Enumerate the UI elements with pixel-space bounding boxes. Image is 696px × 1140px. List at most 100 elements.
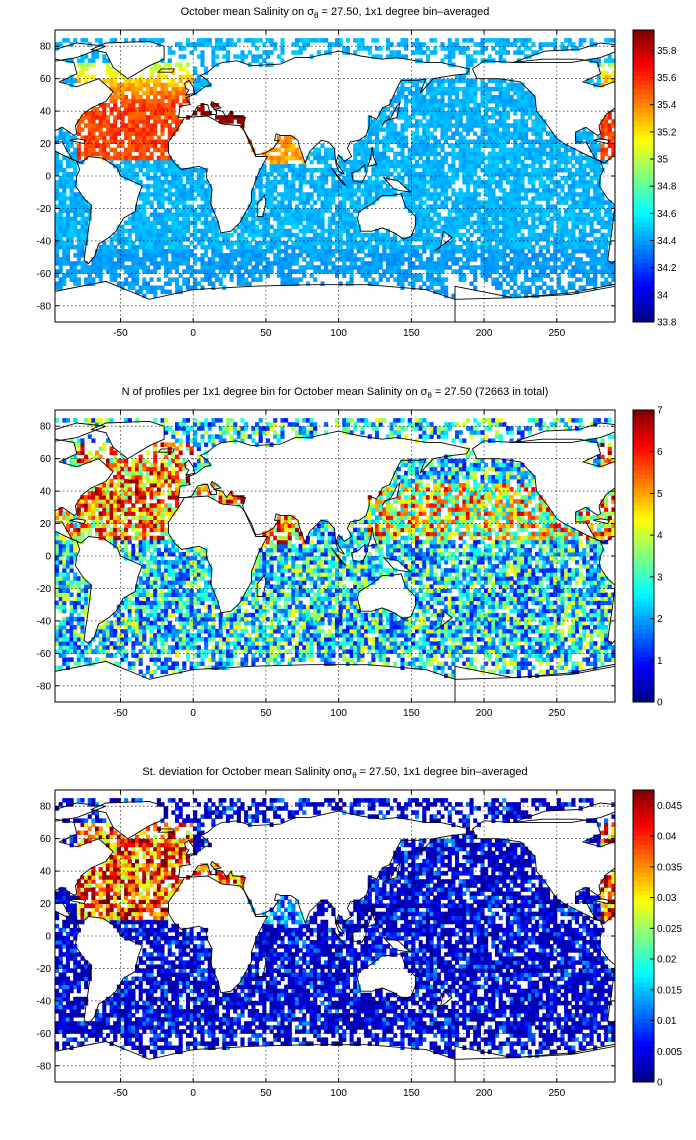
data-cell [385, 143, 390, 149]
data-cell [480, 180, 485, 185]
data-cell [324, 240, 329, 246]
data-cell [487, 196, 492, 201]
data-cell [433, 135, 438, 140]
data-cell [113, 147, 118, 153]
data-cell [222, 253, 227, 258]
data-cell [498, 281, 503, 286]
data-cell [287, 236, 292, 242]
data-cell [375, 135, 380, 140]
data-cell [109, 111, 114, 116]
data-cell [73, 261, 78, 266]
data-cell [251, 249, 256, 254]
data-cell [182, 46, 187, 51]
data-cell [502, 196, 507, 201]
data-cell [324, 167, 329, 173]
data-cell [342, 265, 347, 270]
data-cell [142, 232, 147, 238]
data-cell [516, 131, 521, 136]
data-cell [138, 103, 143, 108]
data-cell [156, 228, 161, 234]
data-cell [498, 98, 503, 104]
data-cell [349, 265, 354, 270]
data-cell [487, 90, 492, 96]
data-cell [604, 151, 609, 157]
data-cell [378, 265, 383, 270]
data-cell [316, 240, 321, 246]
data-cell [505, 192, 510, 197]
data-cell [84, 232, 89, 238]
data-cell [156, 232, 161, 238]
data-cell [425, 220, 430, 226]
data-cell [207, 42, 212, 47]
data-cell [564, 176, 569, 181]
data-cell [207, 236, 212, 242]
data-cell [327, 261, 332, 266]
data-cell [109, 236, 114, 242]
data-cell [407, 281, 412, 286]
data-cell [76, 236, 81, 242]
data-cell [145, 103, 150, 108]
data-cell [567, 196, 572, 201]
data-cell [251, 253, 256, 258]
data-cell [560, 265, 565, 270]
data-cell [407, 171, 412, 177]
data-cell [80, 204, 85, 209]
data-cell [367, 192, 372, 197]
data-cell [204, 224, 209, 230]
data-cell [469, 167, 474, 173]
data-cell [175, 240, 180, 246]
data-cell [589, 196, 594, 201]
data-cell [560, 151, 565, 157]
data-cell [571, 240, 576, 246]
data-cell [156, 216, 161, 222]
data-cell [509, 249, 514, 254]
data-cell [84, 139, 89, 145]
data-cell [131, 171, 136, 177]
data-cell [229, 244, 234, 250]
data-cell [495, 143, 500, 149]
data-cell [185, 42, 190, 47]
data-cell [167, 277, 172, 282]
data-cell [375, 180, 380, 185]
data-cell [276, 236, 281, 242]
data-cell [542, 236, 547, 242]
data-cell [465, 54, 470, 59]
data-cell [251, 216, 256, 222]
data-cell [84, 269, 89, 274]
data-cell [567, 261, 572, 266]
data-cell [498, 176, 503, 181]
data-cell [342, 253, 347, 258]
data-cell [367, 244, 372, 250]
data-cell [175, 42, 180, 47]
data-cell [247, 257, 252, 262]
data-cell [462, 216, 467, 222]
data-cell [153, 107, 158, 112]
data-cell [236, 115, 241, 120]
data-cell [451, 232, 456, 238]
data-cell [131, 220, 136, 226]
data-cell [313, 228, 318, 234]
data-cell [524, 220, 529, 226]
data-cell [356, 46, 361, 51]
data-cell [305, 244, 310, 250]
data-cell [371, 139, 376, 145]
data-cell [345, 281, 350, 286]
data-cell [138, 107, 143, 112]
data-cell [149, 103, 154, 108]
data-cell [204, 200, 209, 205]
data-cell [396, 253, 401, 258]
data-cell [484, 46, 489, 51]
data-cell [473, 188, 478, 193]
data-cell [560, 220, 565, 226]
data-cell [575, 240, 580, 246]
data-cell [378, 240, 383, 246]
data-cell [545, 220, 550, 226]
data-cell [284, 261, 289, 266]
data-cell [138, 180, 143, 185]
data-cell [469, 253, 474, 258]
data-cell [473, 98, 478, 104]
data-cell [280, 249, 285, 254]
data-cell [342, 180, 347, 185]
data-cell [182, 90, 187, 96]
data-cell [487, 123, 492, 128]
